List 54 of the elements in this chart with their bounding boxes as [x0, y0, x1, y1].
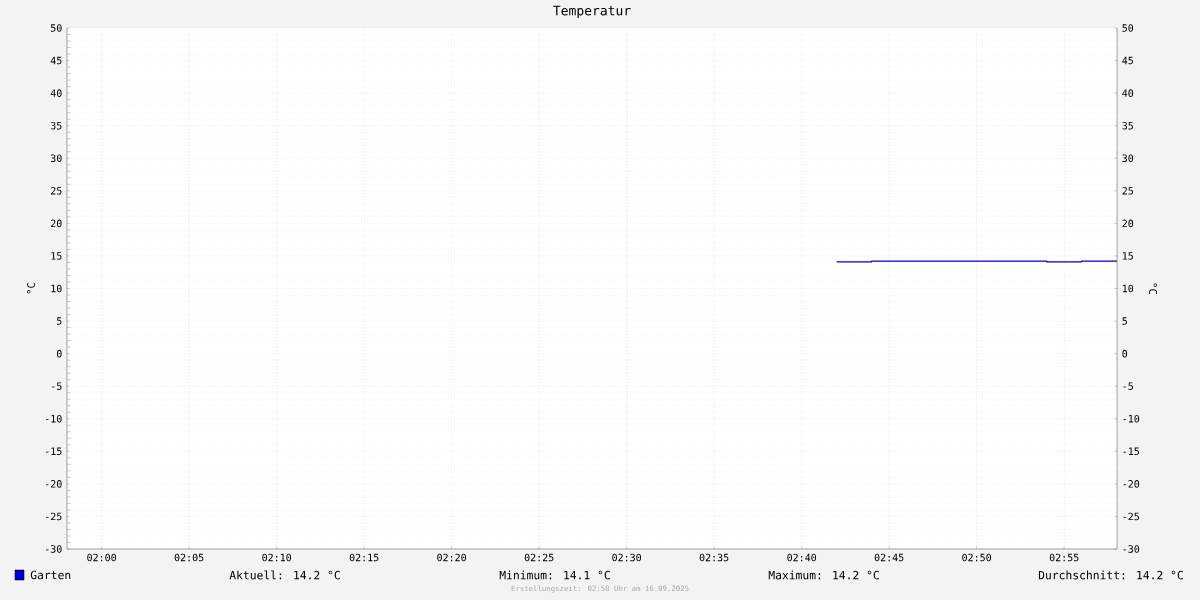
x-tick-label: 02:25 [524, 553, 554, 562]
y-tick-label: 5 [56, 317, 62, 325]
x-tick-label: 02:10 [262, 553, 292, 562]
x-tick-label: 02:15 [349, 553, 379, 562]
y-tick-label: 25 [50, 187, 62, 195]
x-tick-label: 02:55 [1049, 553, 1079, 562]
x-tick-label: 02:40 [787, 553, 817, 562]
y2-tick-label: 25 [1122, 187, 1133, 195]
y-axis-title: °C [27, 282, 36, 294]
y-tick-label: -30 [45, 545, 62, 553]
text: Durchschnitt: 14.2 °C [1038, 570, 1183, 580]
y2-tick-label: -10 [1123, 414, 1140, 423]
text: Aktuell: 14.2 °C [229, 570, 340, 580]
text: Maximum: 14.2 °C [768, 570, 879, 580]
y-tick-label: 15 [51, 252, 62, 260]
y2-tick-label: 45 [1122, 56, 1133, 65]
y2-tick-label: 50 [1122, 24, 1134, 32]
y2-tick-label: -15 [1123, 447, 1139, 456]
y-tick-label: 10 [51, 284, 62, 293]
y2-tick-label: 30 [1122, 154, 1134, 163]
y2-axis-title: °C [1148, 283, 1158, 295]
y-tick-label: 50 [50, 24, 62, 32]
x-tick-label: 02:00 [87, 553, 117, 562]
y2-tick-label: 0 [1122, 349, 1128, 358]
y2-tick-label: 40 [1122, 89, 1134, 97]
y2-tick-label: 10 [1122, 284, 1134, 293]
y-tick-label: -15 [45, 447, 62, 456]
y-tick-label: 35 [50, 121, 62, 130]
x-tick-label: 02:20 [437, 553, 467, 562]
y-tick-label: 0 [56, 349, 62, 358]
x-tick-label: 02:45 [874, 553, 904, 562]
y2-tick-label: -20 [1123, 480, 1140, 488]
y2-tick-label: -30 [1123, 545, 1140, 553]
y-tick-label: 30 [50, 154, 62, 163]
y-tick-label: -25 [45, 512, 62, 521]
y2-tick-label: -25 [1123, 512, 1139, 521]
y-tick-label: -10 [45, 414, 62, 423]
y2-tick-label: -5 [1123, 382, 1133, 390]
x-tick-label: 02:35 [699, 553, 729, 562]
chart-title: Temperatur [553, 5, 631, 18]
y2-tick-label: 20 [1122, 219, 1134, 228]
x-tick-label: 02:30 [612, 553, 642, 562]
y-tick-label: -20 [45, 480, 62, 488]
text: Minimum: 14.1 °C [499, 570, 610, 580]
legend-label: Garten [30, 570, 71, 580]
x-tick-label: 02:50 [962, 553, 992, 562]
y2-tick-label: 35 [1122, 121, 1133, 130]
y2-tick-label: 5 [1122, 317, 1127, 325]
y-tick-label: 20 [50, 219, 62, 228]
y-tick-label: 45 [50, 56, 62, 65]
y-tick-label: -5 [51, 382, 62, 390]
y2-tick-label: 15 [1122, 252, 1133, 260]
y-tick-label: 40 [50, 89, 62, 97]
x-tick-label: 02:05 [174, 553, 204, 562]
